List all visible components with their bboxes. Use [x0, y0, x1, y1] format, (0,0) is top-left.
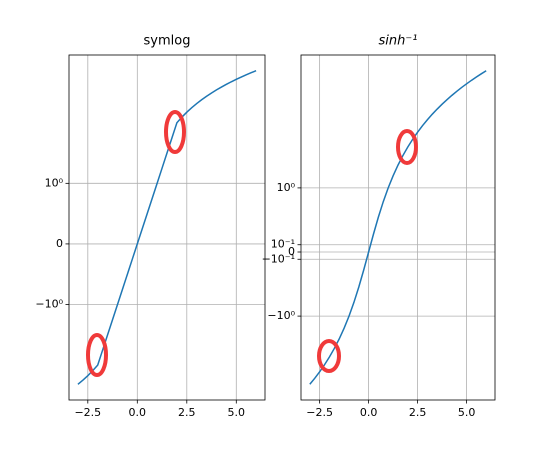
y-tick-label: 10⁻¹	[271, 238, 295, 251]
x-tick-label: 5.0	[458, 406, 476, 419]
plot-frame	[300, 54, 496, 401]
y-tick-label: 0	[56, 237, 63, 250]
circle-annotation	[164, 110, 186, 154]
y-tick-label: 10⁰	[277, 181, 296, 194]
x-tick-label: 0.0	[360, 406, 378, 419]
plot-frame	[68, 54, 266, 401]
x-tick-label: −2.5	[74, 406, 101, 419]
circle-annotation	[86, 333, 108, 377]
circle-annotation	[317, 339, 341, 373]
chart-title: sinh⁻¹	[379, 34, 418, 49]
x-tick-label: −2.5	[306, 406, 333, 419]
line-series	[77, 70, 257, 385]
y-tick-label: −10⁰	[267, 309, 295, 322]
y-tick-label: 0	[288, 245, 295, 258]
chart-title: symlog	[144, 34, 191, 49]
x-tick-label: 5.0	[228, 406, 246, 419]
x-tick-label: 2.5	[409, 406, 427, 419]
x-tick-label: 2.5	[178, 406, 196, 419]
annotations	[86, 110, 418, 377]
line-series	[309, 70, 487, 385]
y-tick-label: 10⁰	[45, 176, 64, 189]
circle-annotation	[396, 129, 418, 165]
y-tick-label: −10⁻¹	[262, 252, 295, 265]
y-tick-label: −10⁰	[35, 298, 63, 311]
x-tick-label: 0.0	[129, 406, 147, 419]
